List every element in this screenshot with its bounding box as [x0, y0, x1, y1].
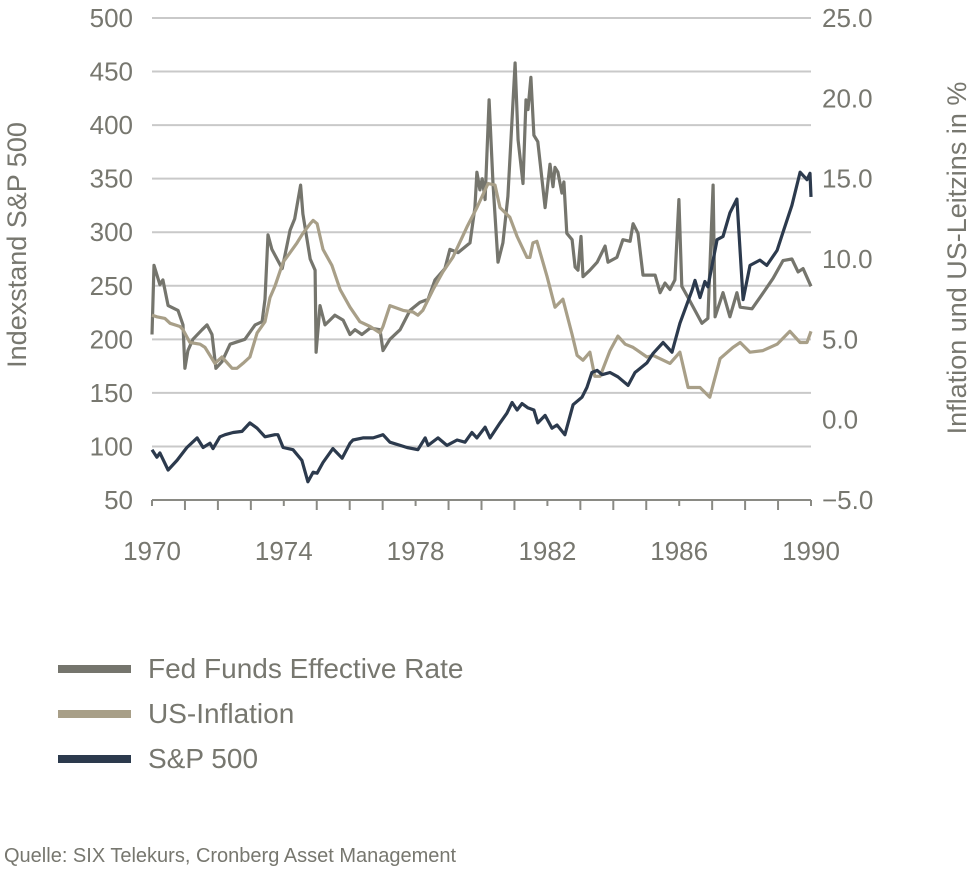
y-tick-label-left: 100	[90, 431, 133, 461]
x-tick-label: 1990	[782, 536, 840, 566]
y-tick-label-right: 25.0	[822, 3, 873, 33]
y-tick-label-left: 450	[90, 57, 133, 87]
x-tick-label: 1986	[650, 536, 708, 566]
y-tick-label-right: 0.0	[822, 405, 858, 435]
x-axis-ticks: 1970 1974 1978 1982 1986 1990	[123, 500, 840, 566]
y-tick-label-left: 250	[90, 271, 133, 301]
y-tick-label-right: 10.0	[822, 244, 873, 274]
legend-item-fed-funds: Fed Funds Effective Rate	[58, 646, 463, 691]
gridlines	[152, 17, 811, 501]
x-tick-label: 1974	[255, 536, 313, 566]
series-line-sp500	[150, 170, 813, 484]
legend-item-sp500: S&P 500	[58, 736, 463, 781]
series-lines	[150, 61, 813, 484]
legend-label: US-Inflation	[148, 697, 295, 729]
legend-swatch-fed-funds	[58, 664, 131, 673]
x-tick-label: 1982	[518, 536, 576, 566]
y-tick-label-left: 500	[90, 3, 133, 33]
y-tick-label-left: 300	[90, 217, 133, 247]
legend: Fed Funds Effective Rate US-Inflation S&…	[58, 646, 463, 781]
x-tick-label: 1970	[123, 536, 181, 566]
chart: 500 450 400 350 300 250 200 150 100 50 25.0 20.0 15…	[2, 3, 972, 566]
y-tick-label-left: 200	[90, 324, 133, 354]
y-tick-label-left: 150	[90, 378, 133, 408]
series-line-inflation	[151, 181, 813, 399]
legend-swatch-sp500	[58, 754, 131, 763]
legend-swatch-inflation	[58, 709, 131, 718]
y-axis-right-ticks: 25.0 20.0 15.0 10.0 5.0 0.0 −5.0	[822, 3, 873, 515]
legend-label: S&P 500	[148, 742, 259, 774]
legend-item-inflation: US-Inflation	[58, 691, 463, 736]
y-tick-label-left: 400	[90, 110, 133, 140]
legend-label: Fed Funds Effective Rate	[148, 652, 464, 684]
x-tick-label: 1978	[387, 536, 445, 566]
y-tick-label-left: 350	[90, 164, 133, 194]
series-line-fed-funds	[150, 61, 813, 370]
y-tick-label-right: 20.0	[822, 83, 873, 113]
y-tick-label-right: −5.0	[822, 485, 873, 515]
y-tick-label-right: 5.0	[822, 324, 858, 354]
source-note: Quelle: SIX Telekurs, Cronberg Asset Man…	[4, 845, 457, 867]
y-axis-left-ticks: 500 450 400 350 300 250 200 150 100 50	[90, 3, 133, 515]
y-tick-label-right: 15.0	[822, 164, 873, 194]
y-axis-left-title: Indexstand S&P 500	[2, 122, 32, 368]
y-tick-label-left: 50	[104, 485, 133, 515]
y-axis-right-title: Inflation und US-Leitzins in %	[942, 82, 972, 435]
